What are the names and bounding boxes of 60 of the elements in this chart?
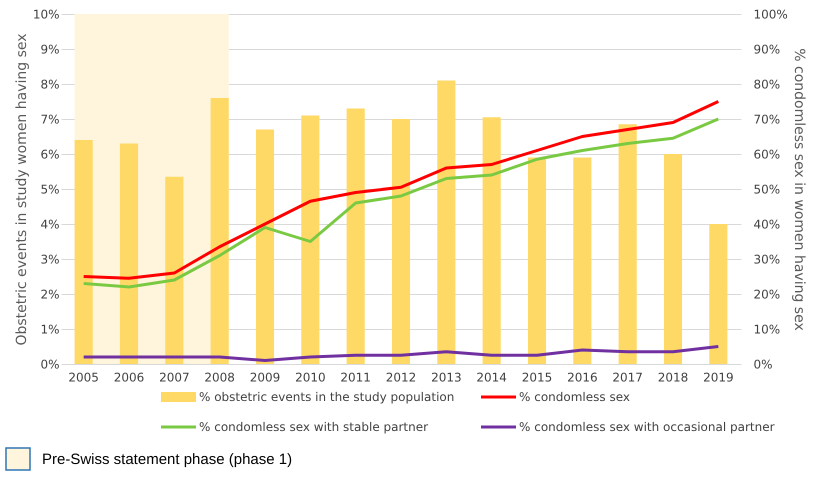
x-tick-label: 2012 <box>386 370 416 384</box>
y2-axis-title: % condomless sex in women having sex <box>790 48 807 331</box>
y2-tick-label: 0% <box>754 358 773 372</box>
y-tick-label: 3% <box>40 252 60 266</box>
bar <box>528 158 546 364</box>
y-tick-label: 9% <box>40 42 60 56</box>
y2-tick-label: 100% <box>754 8 788 22</box>
bar <box>120 144 138 364</box>
legend-label: % condomless sex <box>519 390 630 404</box>
x-tick-label: 2016 <box>567 370 598 384</box>
y2-tick-label: 60% <box>754 148 780 162</box>
legend-label: % condomless sex with occasional partner <box>519 420 775 434</box>
x-tick-label: 2007 <box>159 370 190 384</box>
y2-tick-label: 90% <box>754 42 780 56</box>
y-tick-label: 2% <box>40 288 60 302</box>
y-tick-label: 7% <box>40 112 60 126</box>
bar <box>392 119 410 364</box>
y-tick-label: 4% <box>40 218 60 232</box>
bar <box>301 116 320 364</box>
y-tick-label: 5% <box>40 182 60 196</box>
y-tick-label: 0% <box>40 358 60 372</box>
bar <box>664 154 682 364</box>
y2-tick-label: 10% <box>754 322 780 336</box>
bar <box>210 98 229 364</box>
y2-tick-label: 20% <box>754 288 780 302</box>
y-tick-label: 6% <box>40 148 60 162</box>
legend-label: Pre-Swiss statement phase (phase 1) <box>42 451 292 468</box>
x-tick-label: 2018 <box>658 370 688 384</box>
bar <box>74 140 93 364</box>
y-tick-label: 10% <box>32 8 60 22</box>
y2-tick-label: 30% <box>754 252 780 266</box>
y-tick-label: 1% <box>40 322 60 336</box>
bar <box>482 117 501 364</box>
y-axis-title: Obstetric events in study women having sex <box>14 33 30 346</box>
y-tick-label: 8% <box>40 78 60 92</box>
bar <box>256 130 274 364</box>
x-tick-label: 2010 <box>295 370 326 384</box>
y2-tick-label: 40% <box>754 218 780 232</box>
x-tick-label: 2005 <box>68 370 99 384</box>
bar <box>709 224 728 364</box>
x-tick-label: 2013 <box>431 370 462 384</box>
y2-tick-label: 50% <box>754 182 780 196</box>
bar <box>346 108 365 364</box>
x-tick-label: 2008 <box>204 370 235 384</box>
legend-label: % condomless sex with stable partner <box>199 420 428 434</box>
x-tick-label: 2009 <box>250 370 280 384</box>
line-series <box>82 345 720 362</box>
bar <box>437 80 456 364</box>
x-tick-label: 2014 <box>476 370 507 384</box>
y2-tick-label: 70% <box>754 112 780 126</box>
bar <box>573 158 592 364</box>
x-tick-label: 2019 <box>703 370 734 384</box>
x-tick-label: 2006 <box>114 370 144 384</box>
y2-tick-label: 80% <box>754 78 780 92</box>
legend-label: % obstetric events in the study population <box>199 390 454 404</box>
x-tick-label: 2011 <box>340 370 371 384</box>
x-tick-label: 2017 <box>612 370 643 384</box>
bar <box>165 176 184 364</box>
x-tick-label: 2015 <box>522 370 552 384</box>
bar <box>618 124 637 364</box>
